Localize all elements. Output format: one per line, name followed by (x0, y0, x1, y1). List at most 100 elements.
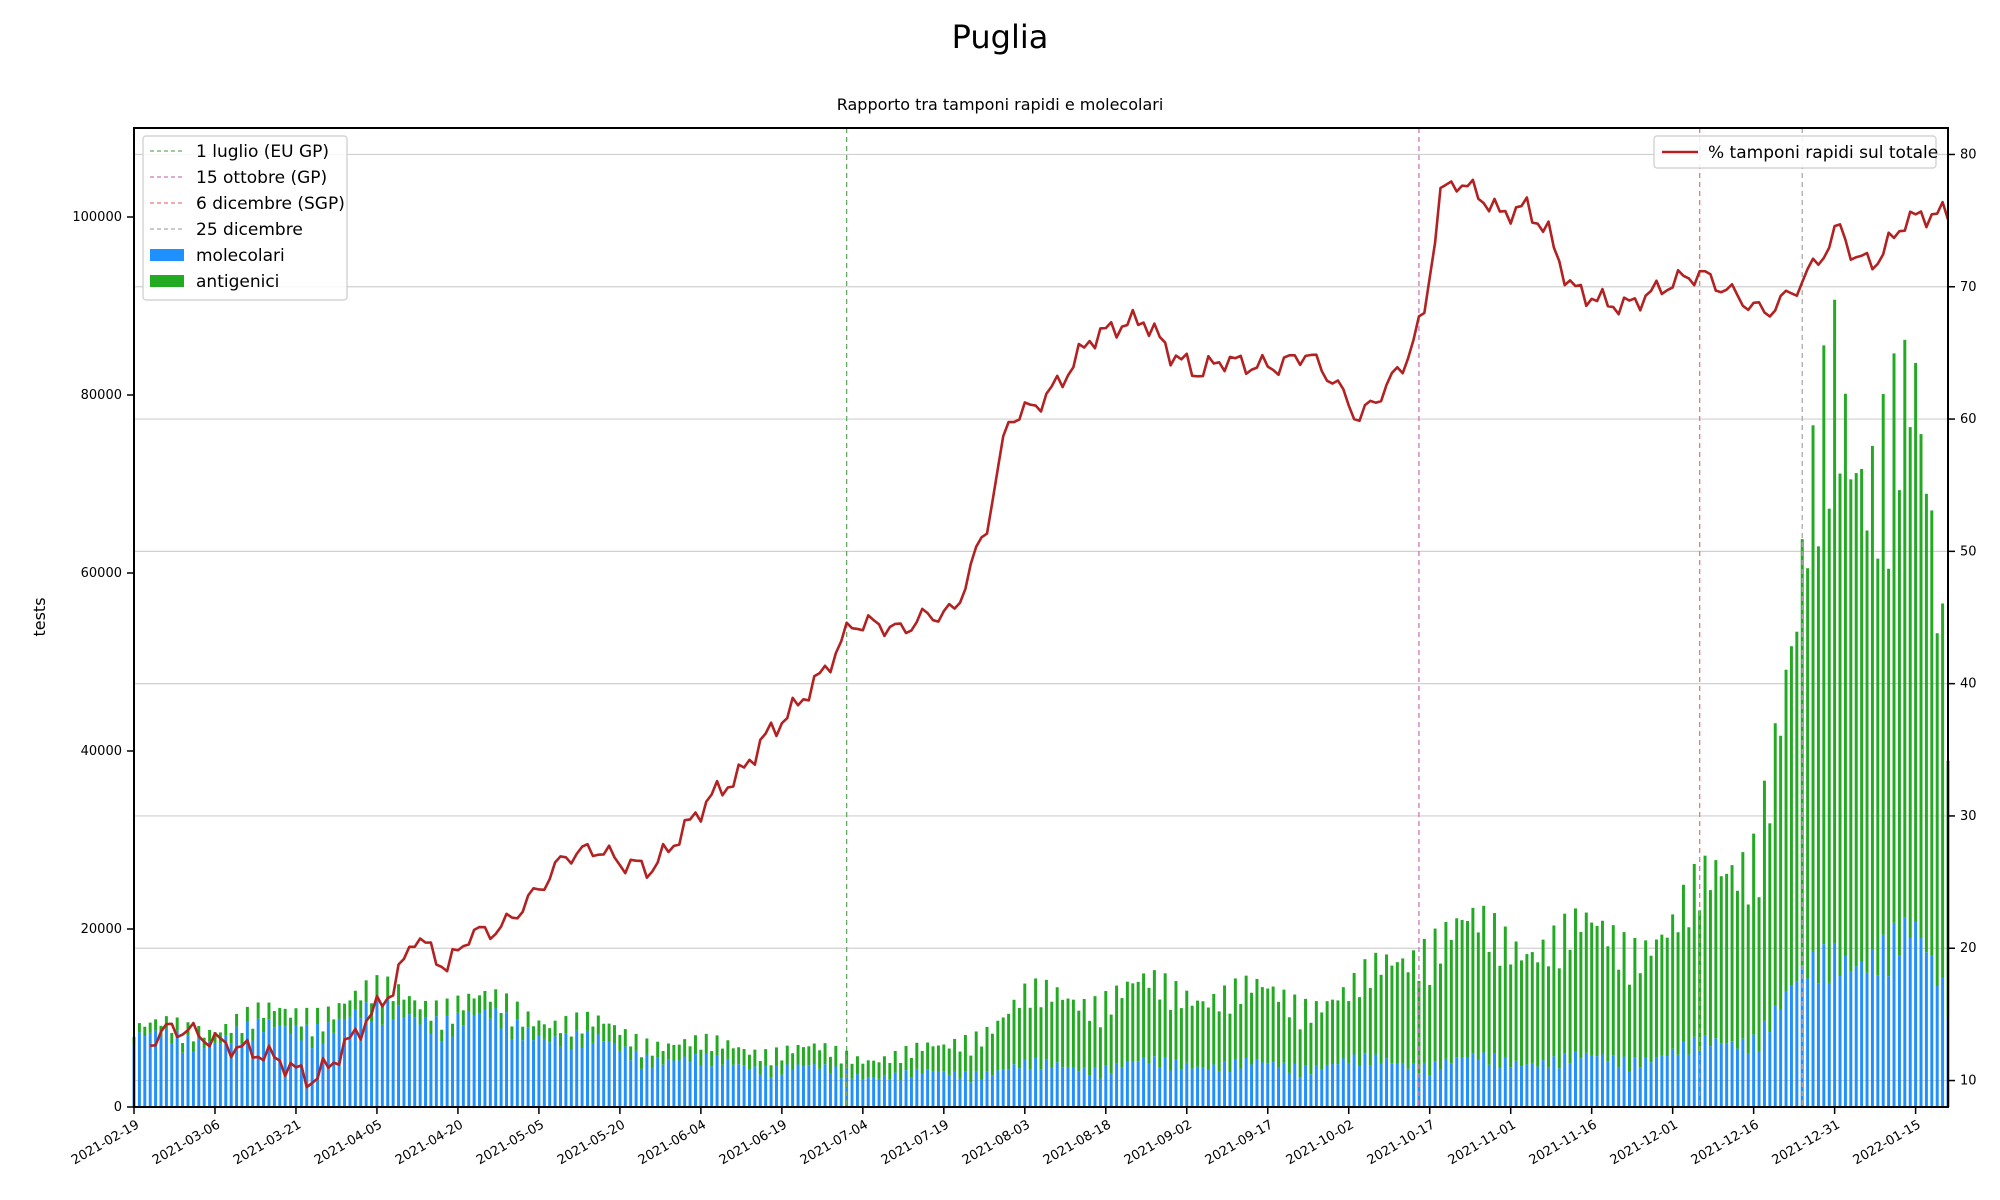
bar-antigenici (1714, 860, 1718, 1039)
bar-antigenici (1293, 994, 1297, 1064)
bar-molecolari (137, 1032, 141, 1107)
bar-molecolari (1795, 981, 1799, 1107)
bar-molecolari (855, 1074, 859, 1107)
bar-molecolari (154, 1030, 158, 1107)
bar-antigenici (974, 1031, 978, 1072)
bar-antigenici (1644, 940, 1648, 1058)
bar-molecolari (1061, 1067, 1065, 1107)
bar-antigenici (1282, 989, 1286, 1063)
bar-molecolari (607, 1041, 611, 1107)
bar-antigenici (1789, 646, 1793, 986)
bar-antigenici (1320, 1012, 1324, 1070)
bar-molecolari (1406, 1068, 1410, 1107)
bar-molecolari (391, 1019, 395, 1107)
bar-molecolari (699, 1064, 703, 1107)
bar-molecolari (1109, 1073, 1113, 1107)
bar-antigenici (402, 999, 406, 1018)
bar-molecolari (1584, 1052, 1588, 1107)
bar-molecolari (332, 1032, 336, 1107)
bar-antigenici (148, 1022, 152, 1033)
bar-antigenici (1476, 932, 1480, 1060)
bar-molecolari (985, 1071, 989, 1107)
bar-antigenici (1887, 568, 1891, 977)
bar-molecolari (164, 1028, 168, 1107)
bar-molecolari (375, 999, 379, 1107)
bar-antigenici (245, 1006, 249, 1022)
bar-molecolari (305, 1024, 309, 1107)
bar-molecolari (1228, 1072, 1232, 1107)
bar-molecolari (920, 1073, 924, 1107)
bar-molecolari (613, 1043, 616, 1107)
bar-antigenici (1493, 913, 1496, 1054)
bar-molecolari (672, 1060, 676, 1107)
bar-antigenici (742, 1049, 746, 1066)
bar-molecolari (839, 1078, 843, 1107)
y2-tick-label: 10 (1960, 1074, 1977, 1089)
bar-antigenici (1881, 394, 1885, 935)
bar-antigenici (1174, 981, 1178, 1060)
bar-molecolari (1455, 1057, 1459, 1107)
bar-molecolari (1757, 1051, 1761, 1107)
bar-molecolari (1887, 976, 1891, 1107)
bar-antigenici (1892, 353, 1896, 923)
bar-molecolari (386, 999, 390, 1107)
bar-molecolari (764, 1066, 768, 1107)
bar-molecolari (769, 1077, 773, 1107)
x-tick-label: 2021-11-01 (1446, 1117, 1519, 1168)
bar-molecolari (1412, 1063, 1415, 1107)
bar-molecolari (1665, 1056, 1669, 1107)
bar-molecolari (1622, 1056, 1626, 1107)
legend-swatch-antigenici (150, 275, 184, 287)
bar-molecolari (256, 1018, 260, 1107)
bar-antigenici (537, 1020, 541, 1036)
bar-molecolari (380, 1024, 384, 1107)
bar-molecolari (1865, 972, 1869, 1107)
bar-antigenici (332, 1019, 336, 1033)
bar-molecolari (1897, 955, 1901, 1107)
bar-antigenici (170, 1032, 174, 1044)
bar-molecolari (1390, 1063, 1394, 1107)
bar-antigenici (618, 1034, 622, 1051)
bar-molecolari (434, 1016, 438, 1107)
bar-molecolari (1147, 1063, 1151, 1107)
bar-molecolari (1547, 1067, 1550, 1107)
bar-molecolari (1811, 950, 1815, 1107)
bar-molecolari (461, 1025, 465, 1107)
bar-molecolari (1239, 1068, 1243, 1107)
bar-molecolari (1725, 1043, 1729, 1107)
bar-antigenici (1358, 997, 1362, 1066)
bar-antigenici (1638, 973, 1642, 1068)
bar-antigenici (758, 1061, 762, 1075)
legend-right-frame (1653, 135, 1937, 169)
bar-antigenici (575, 1012, 579, 1031)
bar-antigenici (1385, 954, 1388, 1059)
bar-molecolari (1287, 1072, 1291, 1107)
bar-antigenici (343, 1003, 347, 1019)
bar-molecolari (704, 1053, 708, 1107)
bar-molecolari (245, 1021, 249, 1107)
bar-antigenici (1541, 939, 1545, 1061)
bar-molecolari (1358, 1065, 1362, 1107)
bar-molecolari (801, 1066, 805, 1107)
bar-antigenici (699, 1049, 703, 1065)
bar-molecolari (753, 1066, 757, 1107)
bar-molecolari (1827, 982, 1831, 1107)
bar-antigenici (1914, 362, 1918, 921)
y2-tick-label: 60 (1960, 412, 1977, 427)
bar-antigenici (262, 1017, 266, 1033)
bar-antigenici (726, 1040, 730, 1059)
bar-molecolari (175, 1030, 179, 1107)
bar-molecolari (143, 1036, 147, 1107)
bar-molecolari (1487, 1064, 1491, 1107)
legend-label-vline: 1 luglio (EU GP) (196, 142, 329, 162)
bar-antigenici (667, 1043, 670, 1060)
bar-molecolari (1687, 1054, 1691, 1107)
bar-antigenici (532, 1026, 535, 1041)
bars (132, 299, 1950, 1107)
bar-molecolari (1779, 1008, 1783, 1107)
bar-antigenici (1412, 950, 1415, 1064)
bar-antigenici (1179, 1008, 1183, 1070)
bar-molecolari (1698, 1050, 1702, 1107)
bar-antigenici (1066, 998, 1070, 1067)
bar-antigenici (1444, 922, 1448, 1059)
